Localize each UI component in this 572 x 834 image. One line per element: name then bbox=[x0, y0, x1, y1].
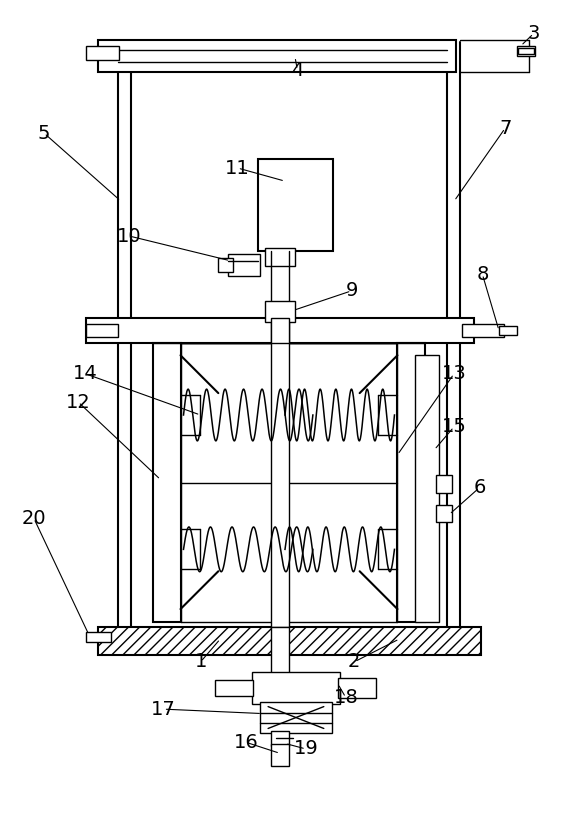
Bar bbox=[98, 40, 456, 72]
Bar bbox=[265, 248, 295, 266]
Text: 6: 6 bbox=[474, 478, 486, 497]
Text: 10: 10 bbox=[117, 227, 142, 245]
Text: 20: 20 bbox=[22, 509, 46, 528]
Bar bbox=[258, 159, 333, 251]
Text: 8: 8 bbox=[476, 264, 488, 284]
Bar bbox=[499, 326, 517, 335]
Text: 15: 15 bbox=[442, 418, 466, 436]
Text: 9: 9 bbox=[345, 281, 358, 300]
Bar bbox=[517, 46, 535, 56]
Bar bbox=[219, 258, 233, 272]
Bar bbox=[86, 632, 111, 642]
Text: 12: 12 bbox=[66, 393, 90, 411]
Text: 3: 3 bbox=[527, 24, 540, 43]
Text: 17: 17 bbox=[151, 700, 176, 719]
Bar bbox=[86, 319, 474, 344]
Bar bbox=[337, 678, 376, 697]
Bar bbox=[415, 355, 439, 622]
Bar bbox=[398, 344, 426, 622]
Text: 1: 1 bbox=[194, 652, 207, 671]
Bar bbox=[86, 46, 119, 60]
Bar bbox=[271, 627, 289, 675]
Bar bbox=[260, 701, 332, 733]
Text: 4: 4 bbox=[291, 61, 304, 79]
Bar bbox=[265, 300, 295, 323]
Bar bbox=[215, 680, 253, 696]
Bar bbox=[462, 324, 504, 338]
Bar bbox=[228, 254, 260, 276]
Text: 13: 13 bbox=[442, 364, 466, 384]
Text: 19: 19 bbox=[293, 740, 318, 758]
Bar bbox=[436, 475, 452, 493]
Bar bbox=[271, 261, 289, 627]
Text: 11: 11 bbox=[225, 158, 250, 178]
Bar bbox=[436, 505, 452, 522]
Bar bbox=[153, 344, 181, 622]
Text: 18: 18 bbox=[333, 688, 358, 707]
Text: 5: 5 bbox=[38, 123, 50, 143]
Bar bbox=[86, 324, 118, 338]
Text: 2: 2 bbox=[348, 652, 360, 671]
Bar bbox=[98, 627, 481, 655]
Bar bbox=[271, 731, 289, 746]
Bar bbox=[271, 745, 289, 766]
Text: 14: 14 bbox=[73, 364, 98, 384]
Bar bbox=[518, 48, 534, 53]
Text: 7: 7 bbox=[499, 118, 511, 138]
Bar bbox=[271, 319, 289, 344]
Bar bbox=[252, 671, 340, 704]
Text: 16: 16 bbox=[234, 733, 259, 751]
